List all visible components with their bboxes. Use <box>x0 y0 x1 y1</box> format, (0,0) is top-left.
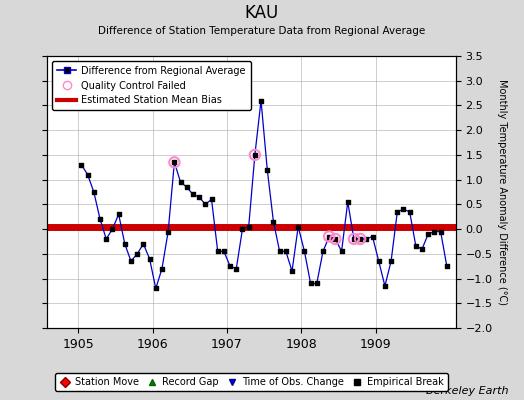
Point <box>276 248 284 254</box>
Point <box>399 206 408 212</box>
Point <box>90 189 98 195</box>
Point <box>189 191 197 198</box>
Text: KAU: KAU <box>245 4 279 22</box>
Point <box>213 248 222 254</box>
Point <box>307 280 315 287</box>
Point <box>350 236 358 242</box>
Point <box>337 248 346 254</box>
Point <box>375 258 383 264</box>
Point <box>195 194 203 200</box>
Point <box>443 263 451 269</box>
Point <box>145 256 154 262</box>
Point <box>220 248 228 254</box>
Point <box>250 152 259 158</box>
Point <box>368 233 377 240</box>
Point <box>288 268 296 274</box>
Point <box>436 228 445 235</box>
Point <box>418 246 426 252</box>
Point <box>257 97 265 104</box>
Point <box>325 233 333 240</box>
Text: Berkeley Earth: Berkeley Earth <box>426 386 508 396</box>
Point <box>121 241 129 247</box>
Point <box>356 236 364 242</box>
Point <box>430 228 439 235</box>
Point <box>331 236 340 242</box>
Point <box>387 258 395 264</box>
Point <box>170 159 179 166</box>
Point <box>182 184 191 190</box>
Point <box>393 208 401 215</box>
Point <box>263 166 271 173</box>
Point <box>114 211 123 218</box>
Point <box>201 201 210 208</box>
Point <box>424 231 432 237</box>
Point <box>151 285 160 292</box>
Point <box>78 162 86 168</box>
Point <box>226 263 234 269</box>
Point <box>96 216 104 222</box>
Point <box>381 283 389 289</box>
Point <box>325 233 333 240</box>
Point <box>282 248 290 254</box>
Point <box>245 224 253 230</box>
Point <box>208 196 216 203</box>
Point <box>127 258 135 264</box>
Legend: Station Move, Record Gap, Time of Obs. Change, Empirical Break: Station Move, Record Gap, Time of Obs. C… <box>55 373 448 391</box>
Point <box>319 248 327 254</box>
Point <box>406 208 414 215</box>
Point <box>269 218 278 225</box>
Point <box>177 179 185 185</box>
Point <box>362 236 370 242</box>
Point <box>313 280 321 287</box>
Point <box>238 226 247 232</box>
Point <box>170 159 179 166</box>
Point <box>412 243 420 250</box>
Point <box>300 248 309 254</box>
Point <box>164 228 172 235</box>
Y-axis label: Monthly Temperature Anomaly Difference (°C): Monthly Temperature Anomaly Difference (… <box>497 79 507 305</box>
Point <box>350 236 358 242</box>
Text: Difference of Station Temperature Data from Regional Average: Difference of Station Temperature Data f… <box>99 26 425 36</box>
Point <box>250 152 259 158</box>
Point <box>83 172 92 178</box>
Point <box>331 236 340 242</box>
Point <box>158 266 166 272</box>
Point <box>102 236 111 242</box>
Point <box>344 199 352 205</box>
Point <box>139 241 148 247</box>
Point <box>356 236 364 242</box>
Point <box>108 226 117 232</box>
Point <box>133 251 141 257</box>
Point <box>294 224 302 230</box>
Legend: Difference from Regional Average, Quality Control Failed, Estimated Station Mean: Difference from Regional Average, Qualit… <box>52 61 250 110</box>
Point <box>232 266 241 272</box>
